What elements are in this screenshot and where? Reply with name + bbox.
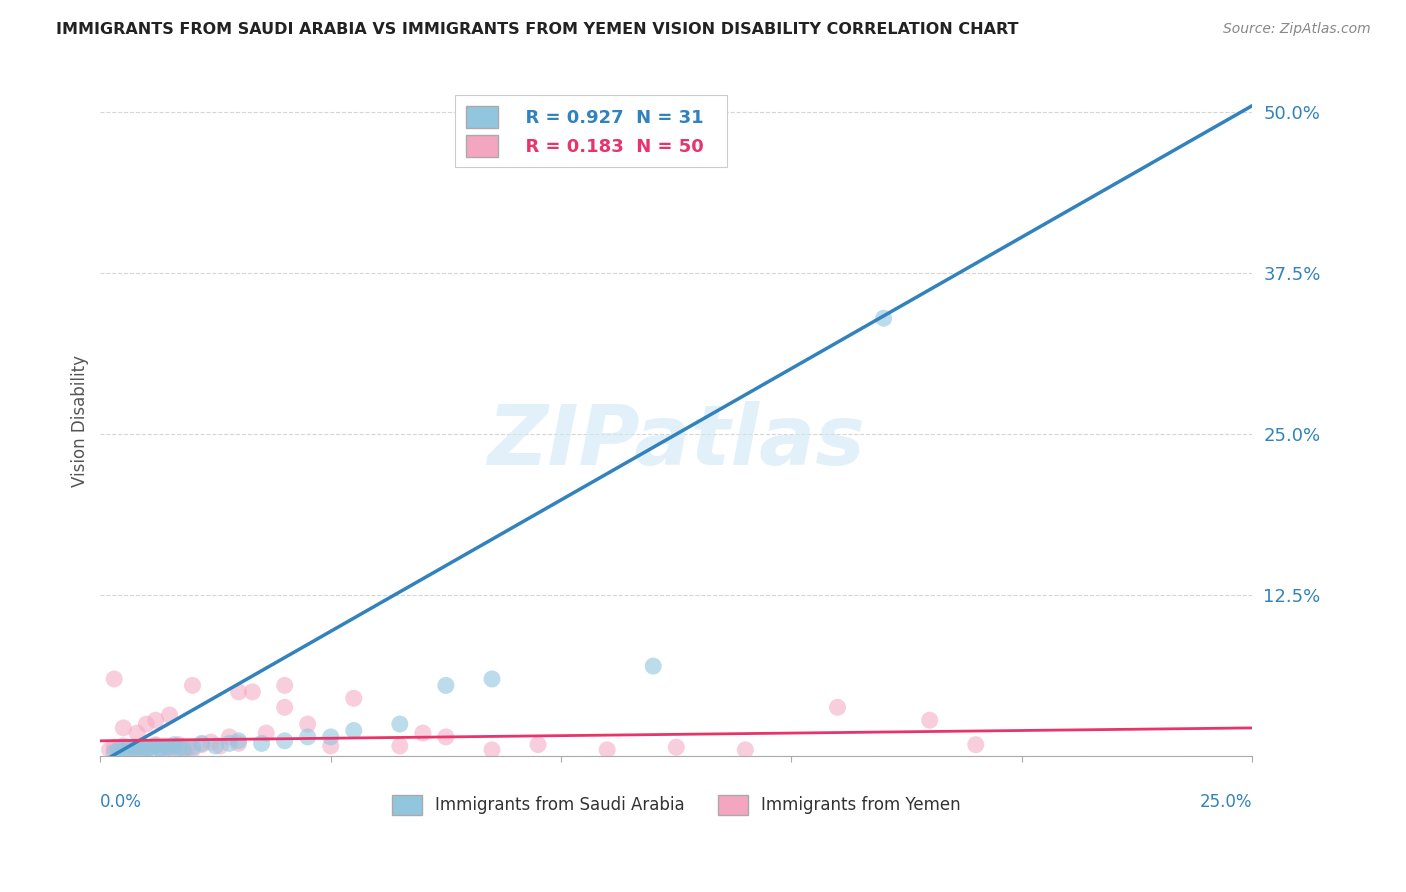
Point xyxy=(98,743,121,757)
Point xyxy=(135,717,157,731)
Point xyxy=(319,739,342,753)
Point xyxy=(319,730,342,744)
Point xyxy=(204,739,226,753)
Point xyxy=(481,743,503,757)
Point xyxy=(254,726,277,740)
Point xyxy=(159,740,181,755)
Point xyxy=(172,741,194,756)
Point xyxy=(145,738,167,752)
Point xyxy=(596,743,619,757)
Point xyxy=(481,672,503,686)
Point xyxy=(190,738,212,752)
Point xyxy=(121,740,143,755)
Point xyxy=(218,730,240,744)
Point xyxy=(149,741,172,756)
Point xyxy=(434,678,457,692)
Point xyxy=(734,743,756,757)
Point xyxy=(112,739,135,753)
Point xyxy=(139,740,162,755)
Point xyxy=(163,738,186,752)
Point xyxy=(965,738,987,752)
Point xyxy=(153,739,176,753)
Point xyxy=(250,736,273,750)
Point xyxy=(127,726,149,740)
Point xyxy=(918,713,941,727)
Point xyxy=(135,741,157,756)
Point xyxy=(190,736,212,750)
Point xyxy=(228,685,250,699)
Point xyxy=(117,743,139,757)
Point xyxy=(103,672,125,686)
Point xyxy=(872,311,894,326)
Point xyxy=(343,723,366,738)
Point xyxy=(181,678,204,692)
Text: Source: ZipAtlas.com: Source: ZipAtlas.com xyxy=(1223,22,1371,37)
Point xyxy=(117,741,139,756)
Point xyxy=(145,713,167,727)
Text: IMMIGRANTS FROM SAUDI ARABIA VS IMMIGRANTS FROM YEMEN VISION DISABILITY CORRELAT: IMMIGRANTS FROM SAUDI ARABIA VS IMMIGRAN… xyxy=(56,22,1019,37)
Point xyxy=(121,743,143,757)
Point xyxy=(139,743,162,757)
Point xyxy=(181,740,204,755)
Point xyxy=(412,726,434,740)
Point xyxy=(228,733,250,747)
Point xyxy=(153,743,176,757)
Point xyxy=(167,738,190,752)
Point xyxy=(103,745,125,759)
Point xyxy=(112,744,135,758)
Point xyxy=(159,743,181,757)
Point xyxy=(127,740,149,755)
Point xyxy=(177,740,200,755)
Point xyxy=(827,700,849,714)
Point xyxy=(273,678,295,692)
Point xyxy=(273,700,295,714)
Point xyxy=(209,739,232,753)
Point xyxy=(273,733,295,747)
Point xyxy=(527,738,550,752)
Point xyxy=(297,730,319,744)
Legend: Immigrants from Saudi Arabia, Immigrants from Yemen: Immigrants from Saudi Arabia, Immigrants… xyxy=(385,788,967,822)
Point xyxy=(643,659,665,673)
Point xyxy=(131,744,153,758)
Point xyxy=(149,741,172,756)
Point xyxy=(135,743,157,757)
Point xyxy=(127,741,149,756)
Point xyxy=(145,739,167,753)
Text: 25.0%: 25.0% xyxy=(1199,793,1253,811)
Point xyxy=(242,685,264,699)
Point xyxy=(200,735,222,749)
Point xyxy=(103,740,125,755)
Point xyxy=(665,740,688,755)
Point xyxy=(388,739,411,753)
Point xyxy=(181,743,204,757)
Point xyxy=(163,740,186,755)
Point xyxy=(343,691,366,706)
Point xyxy=(107,743,129,757)
Point xyxy=(131,739,153,753)
Text: ZIPatlas: ZIPatlas xyxy=(488,401,865,482)
Point xyxy=(297,717,319,731)
Point xyxy=(107,741,129,756)
Point xyxy=(388,717,411,731)
Point xyxy=(167,741,190,756)
Point xyxy=(434,730,457,744)
Y-axis label: Vision Disability: Vision Disability xyxy=(72,355,89,487)
Point xyxy=(112,721,135,735)
Point xyxy=(159,708,181,723)
Text: 0.0%: 0.0% xyxy=(100,793,142,811)
Point xyxy=(218,736,240,750)
Point xyxy=(172,743,194,757)
Point xyxy=(228,736,250,750)
